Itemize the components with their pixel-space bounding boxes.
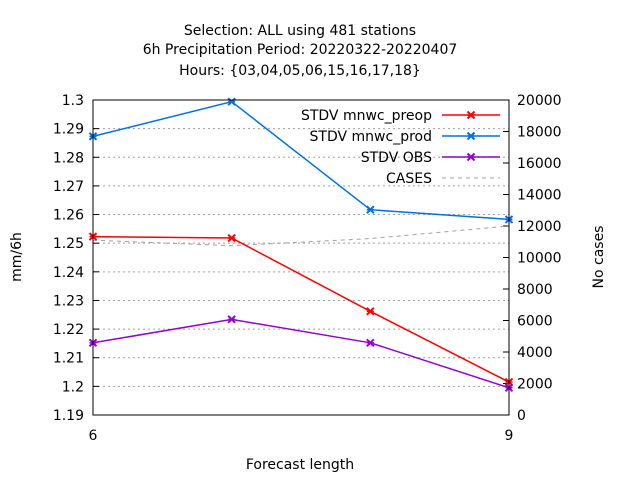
series-stdv-mnwc-preop (88, 232, 514, 387)
left-axis-ticks: 1.19 1.2 1.21 1.22 1.23 1.24 1.25 1.26 1.27 1.28 1… (53, 93, 99, 424)
legend-item-stdv-mnwc-preop: STDV mnwc_preop (301, 108, 500, 124)
y-tick-label: 1.2 (62, 379, 84, 395)
y2-tick-label: 18000 (517, 125, 562, 141)
y-tick-label: 1.21 (53, 351, 84, 367)
title-line-2: 6h Precipitation Period: 20220322-202204… (143, 42, 458, 58)
y-tick-label: 1.22 (53, 322, 84, 338)
y2-tick-label: 6000 (517, 314, 553, 330)
y2-tick-label: 2000 (517, 377, 553, 393)
y-tick-label: 1.23 (53, 293, 84, 309)
y-tick-label: 1.28 (53, 150, 84, 166)
chart-title: Selection: ALL using 481 stations 6h Pre… (143, 23, 458, 79)
plot-frame (92, 99, 510, 416)
y2-tick-label: 14000 (517, 188, 562, 204)
y2-tick-label: 20000 (517, 93, 562, 109)
legend-label: CASES (386, 171, 432, 187)
series-cases (92, 225, 510, 247)
y-tick-label: 1.29 (53, 122, 84, 138)
right-axis-ticks: 0 2000 4000 6000 8000 10000 12000 14000 16000 180… (503, 93, 562, 424)
y2-tick-label: 8000 (517, 282, 553, 298)
legend-label: STDV mnwc_preop (301, 108, 432, 124)
legend-label: STDV OBS (361, 150, 432, 166)
title-line-1: Selection: ALL using 481 stations (184, 23, 416, 39)
legend-item-stdv-obs: STDV OBS (361, 150, 500, 166)
legend-label: STDV mnwc_prod (310, 129, 432, 145)
series-lines (88, 97, 514, 393)
y-tick-label: 1.3 (62, 93, 84, 109)
x-tick-label: 9 (505, 428, 514, 444)
legend-item-stdv-mnwc-prod: STDV mnwc_prod (310, 129, 500, 145)
y-tick-label: 1.25 (53, 236, 84, 252)
legend: STDV mnwc_preop STDV mnwc_prod STDV OBS CAS… (301, 108, 500, 187)
y2-tick-label: 10000 (517, 251, 562, 267)
series-line (92, 225, 510, 247)
series-line (92, 318, 510, 389)
y2-tick-label: 0 (517, 408, 526, 424)
y2-axis-label: No cases (591, 226, 607, 289)
y2-tick-label: 4000 (517, 345, 553, 361)
y-tick-label: 1.26 (53, 208, 84, 224)
series-line (92, 235, 510, 383)
y-axis-label: mm/6h (9, 232, 25, 282)
legend-item-cases: CASES (386, 171, 500, 187)
series-line (92, 100, 510, 221)
series-stdv-mnwc-prod (88, 97, 514, 224)
y2-tick-label: 16000 (517, 156, 562, 172)
grid-lines (93, 128, 509, 387)
y-tick-label: 1.19 (53, 408, 84, 424)
x-axis-label: Forecast length (246, 457, 354, 473)
y-tick-label: 1.27 (53, 179, 84, 195)
x-tick-label: 6 (89, 428, 98, 444)
y-tick-label: 1.24 (53, 265, 84, 281)
series-stdv-obs (88, 315, 514, 393)
title-line-3: Hours: {03,04,05,06,15,16,17,18} (179, 63, 421, 79)
y2-tick-label: 12000 (517, 219, 562, 235)
